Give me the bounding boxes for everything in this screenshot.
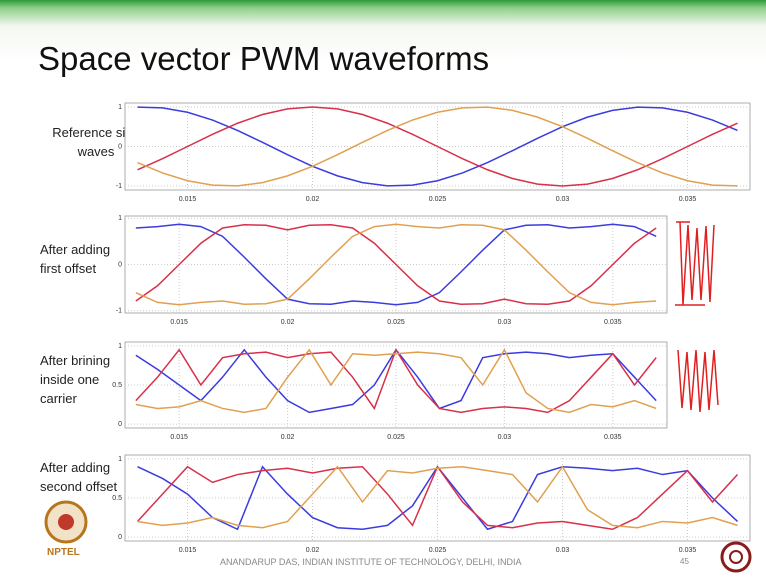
x-tick-label: 0.03 xyxy=(498,434,512,441)
series-line xyxy=(135,223,657,306)
x-tick-label: 0.035 xyxy=(679,547,697,554)
x-tick-label: 0.03 xyxy=(556,196,570,203)
series-line xyxy=(137,106,738,187)
x-tick-label: 0.035 xyxy=(679,196,697,203)
nptel-logo xyxy=(58,514,74,530)
y-tick-label: 1 xyxy=(118,215,122,222)
series-line xyxy=(135,348,657,414)
y-tick-label: 1 xyxy=(118,343,122,350)
page-number: 45 xyxy=(680,557,689,566)
panel-label: Reference sine waves xyxy=(52,125,140,159)
footer: ANANDARUP DAS, INDIAN INSTITUTE OF TECHN… xyxy=(220,557,522,567)
series-line xyxy=(136,465,739,531)
panel-label: After brining inside one carrier xyxy=(40,353,111,406)
y-tick-label: 0.5 xyxy=(112,382,122,389)
x-tick-label: 0.02 xyxy=(281,434,295,441)
panel-label: After adding second offset xyxy=(40,460,118,494)
y-tick-label: 1 xyxy=(118,456,122,463)
x-tick-label: 0.02 xyxy=(281,319,295,326)
annotation xyxy=(677,349,719,413)
x-tick-label: 0.015 xyxy=(179,196,197,203)
y-tick-label: 1 xyxy=(118,104,122,111)
iit-logo xyxy=(720,541,752,573)
x-tick-label: 0.03 xyxy=(556,547,570,554)
x-tick-label: 0.025 xyxy=(387,319,405,326)
x-tick-label: 0.025 xyxy=(429,196,447,203)
series-line xyxy=(135,348,657,414)
logo-text: NPTEL xyxy=(47,547,80,558)
y-tick-label: -1 xyxy=(116,308,122,315)
x-tick-label: 0.035 xyxy=(604,319,622,326)
x-tick-label: 0.015 xyxy=(179,547,197,554)
annotation xyxy=(679,221,715,306)
series-line xyxy=(137,465,738,529)
y-tick-label: 0.5 xyxy=(112,495,122,502)
slide-title: Space vector PWM waveforms xyxy=(38,40,490,77)
x-tick-label: 0.035 xyxy=(604,434,622,441)
series-line xyxy=(135,223,657,306)
x-tick-label: 0.02 xyxy=(306,196,320,203)
y-tick-label: 0 xyxy=(118,261,122,268)
y-tick-label: 0 xyxy=(118,534,122,541)
series-line xyxy=(135,224,657,305)
y-tick-label: 0 xyxy=(118,143,122,150)
x-tick-label: 0.025 xyxy=(429,547,447,554)
series-line xyxy=(137,106,738,187)
series-line xyxy=(137,106,738,187)
x-tick-label: 0.015 xyxy=(170,319,188,326)
x-tick-label: 0.02 xyxy=(306,547,320,554)
y-tick-label: -1 xyxy=(116,183,122,190)
x-tick-label: 0.015 xyxy=(170,434,188,441)
y-tick-label: 0 xyxy=(118,421,122,428)
x-tick-label: 0.03 xyxy=(498,319,512,326)
x-tick-label: 0.025 xyxy=(387,434,405,441)
iit-logo xyxy=(729,550,743,564)
panel-label: After adding first offset xyxy=(40,242,111,276)
